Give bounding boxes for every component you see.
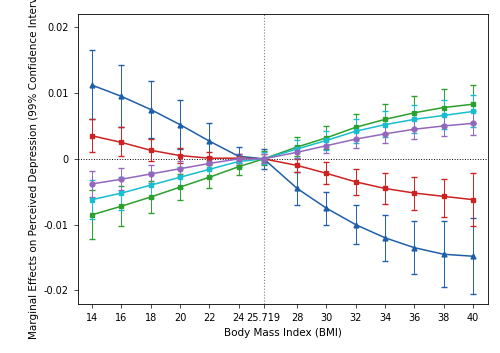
X-axis label: Body Mass Index (BMI): Body Mass Index (BMI) bbox=[224, 328, 342, 338]
Y-axis label: Marginal Effects on Perceived Depression (99% Confidence Intervals): Marginal Effects on Perceived Depression… bbox=[30, 0, 40, 340]
